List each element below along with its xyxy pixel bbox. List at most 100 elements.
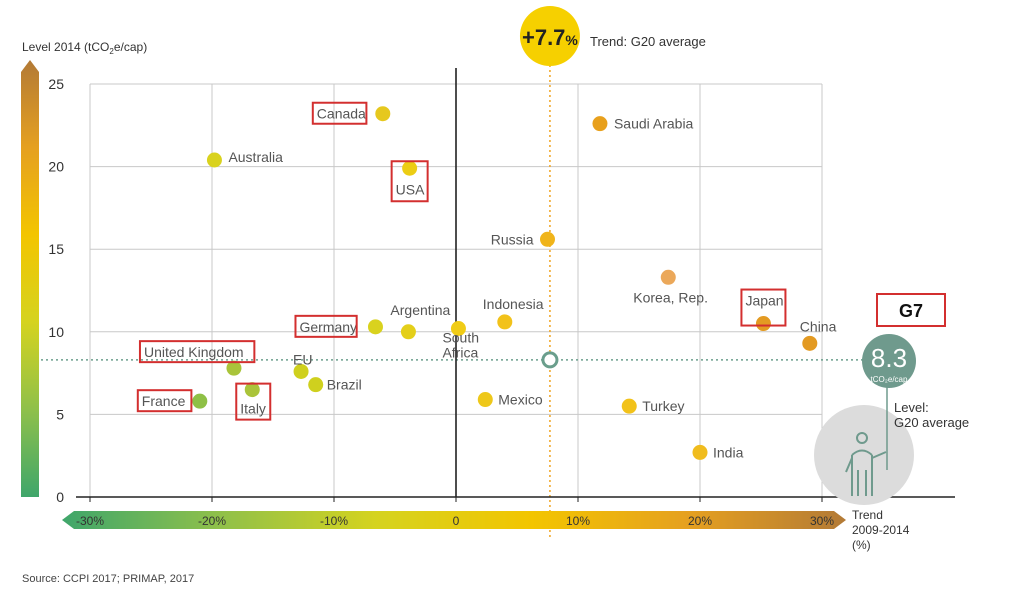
g7-legend-label: G7 (899, 301, 923, 321)
y-tick-label: 10 (48, 324, 64, 340)
trend-badge (519, 6, 580, 66)
x-axis-label: (%) (852, 538, 871, 552)
data-point-group: Korea, Rep. (633, 269, 708, 305)
data-point (367, 319, 383, 335)
data-points: Canada Australia USA Saudi Arabia Russia Kore… (136, 101, 837, 460)
point-label: Turkey (642, 398, 684, 414)
data-point (244, 382, 260, 398)
data-point (660, 269, 676, 285)
g7-highlight-box (136, 389, 193, 413)
level-badge-unit: tCO₂e/cap (871, 375, 908, 384)
x-tick-label: -30% (76, 514, 104, 528)
data-point-group: India (692, 444, 744, 460)
g7-highlight-box (138, 340, 256, 364)
data-point-group: Italy (235, 382, 272, 421)
y-color-bar (21, 60, 39, 497)
point-label: South Africa (442, 329, 479, 360)
point-label-line: South (442, 329, 479, 345)
data-point (802, 335, 818, 351)
x-tick-label: -10% (320, 514, 348, 528)
person-illustration-bg (814, 405, 914, 505)
data-point (592, 116, 608, 132)
point-label: EU (293, 351, 312, 367)
data-point (402, 160, 418, 176)
g7-legend-box (876, 293, 946, 327)
point-label: USA (396, 181, 425, 197)
data-point (540, 231, 555, 247)
data-point (497, 314, 513, 330)
g20-average-marker (541, 351, 559, 369)
point-label: Russia (491, 231, 534, 247)
axes: 0 5 10 15 20 25 -30% -20% -10% 0 10% 20% 30% Level 20… (21, 40, 955, 552)
data-point-group: Indonesia (483, 296, 544, 330)
x-tick-label: 10% (566, 514, 590, 528)
reference-lines (36, 60, 868, 540)
data-point (621, 398, 637, 414)
point-label: France (142, 393, 186, 409)
data-point (308, 377, 324, 393)
data-point (192, 393, 208, 409)
data-point (206, 152, 222, 168)
point-label: Argentina (390, 302, 450, 318)
level-caption: Level: (894, 400, 929, 415)
data-point-group: Turkey (621, 398, 685, 414)
x-tick-label: -20% (198, 514, 226, 528)
annotations: G7 +7.7% Trend: G20 average 8.3 tCO₂e/cap Lev… (22, 6, 969, 585)
point-label: Germany (299, 319, 357, 335)
person-icon (845, 432, 887, 496)
data-point-group: France (136, 389, 208, 413)
point-label-line: Africa (442, 344, 478, 360)
person-body (845, 449, 887, 496)
y-axis-label-part: e/cap) (114, 40, 147, 54)
y-axis-label-sub: 2 (109, 47, 114, 56)
data-point-group: Australia (206, 149, 283, 168)
y-tick-label: 20 (48, 159, 64, 175)
data-point-group: United Kingdom (138, 340, 256, 376)
data-point-group: Brazil (308, 377, 362, 393)
data-point (755, 316, 771, 332)
data-point (375, 106, 391, 122)
source-note: Source: CCPI 2017; PRIMAP, 2017 (22, 573, 194, 585)
point-label: Canada (317, 106, 366, 122)
y-axis-label-part: Level 2014 (tCO (22, 40, 109, 54)
level-badge-number: 8.3 (871, 343, 907, 373)
data-point (477, 392, 493, 408)
point-label: Indonesia (483, 296, 544, 312)
point-label: China (800, 318, 837, 334)
data-point-group: EU (293, 351, 313, 379)
point-label: Japan (745, 293, 783, 309)
data-point-group: Germany (294, 314, 383, 338)
g7-highlight-box (311, 101, 368, 125)
x-tick-label: 0 (453, 514, 460, 528)
point-label: Saudi Arabia (614, 116, 694, 132)
x-axis-label: 2009-2014 (852, 523, 910, 537)
data-point-group: Mexico (477, 392, 543, 408)
trend-badge-unit: % (565, 32, 578, 48)
data-point-group: Canada (311, 101, 391, 125)
point-label: United Kingdom (144, 344, 244, 360)
point-label: Brazil (327, 377, 362, 393)
y-tick-label: 0 (56, 489, 64, 505)
level-badge (862, 334, 916, 388)
level-caption: G20 average (894, 415, 969, 430)
point-label: Australia (228, 149, 283, 165)
y-tick-label: 25 (48, 76, 64, 92)
trend-caption: Trend: G20 average (590, 34, 706, 49)
x-tick-label: 20% (688, 514, 712, 528)
g7-highlight-box (294, 314, 358, 338)
data-point-group: Saudi Arabia (592, 116, 694, 132)
data-point (692, 444, 708, 460)
point-label: Italy (240, 401, 266, 417)
y-tick-label: 5 (56, 406, 64, 422)
x-tick-label: 30% (810, 514, 834, 528)
data-point-group: Japan (740, 288, 787, 332)
y-tick-label: 15 (48, 241, 64, 257)
data-point (400, 324, 416, 340)
trend-badge-number: +7.7 (522, 25, 565, 50)
data-point (450, 320, 466, 336)
x-axis-label: Trend (852, 508, 883, 522)
data-point (226, 360, 242, 376)
data-point-group: USA (390, 160, 429, 203)
person-head (856, 432, 868, 444)
